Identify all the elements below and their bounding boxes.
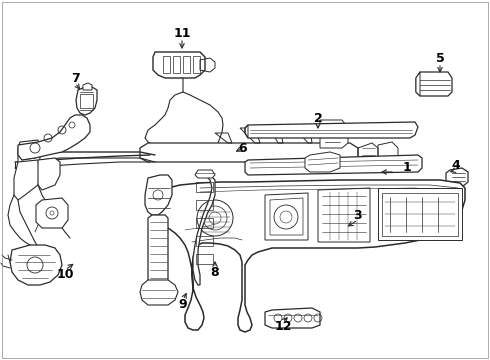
Text: 4: 4 [452,158,461,171]
Polygon shape [38,158,60,190]
Polygon shape [10,245,62,285]
Polygon shape [245,155,422,175]
Text: 3: 3 [354,208,362,221]
Text: 2: 2 [314,112,322,125]
Text: 12: 12 [274,320,292,333]
Bar [163,56,170,73]
Polygon shape [416,72,452,96]
Bar [196,200,213,210]
Bar [173,56,180,73]
Text: 11: 11 [173,27,191,40]
Polygon shape [245,122,418,138]
Polygon shape [18,140,40,168]
Text: 8: 8 [211,266,220,279]
Polygon shape [145,175,172,215]
Polygon shape [446,168,468,187]
Polygon shape [148,215,168,285]
Polygon shape [140,280,178,305]
Bar [196,236,213,246]
Polygon shape [265,308,320,328]
Polygon shape [305,152,340,172]
Polygon shape [36,198,68,228]
Polygon shape [152,180,465,332]
Polygon shape [76,87,97,115]
Bar [80,94,93,108]
Text: 9: 9 [179,298,187,311]
Polygon shape [378,188,462,240]
Polygon shape [195,170,215,178]
Polygon shape [320,120,348,148]
Text: 6: 6 [239,141,247,154]
Bar [196,182,213,192]
Polygon shape [83,83,92,90]
Polygon shape [193,175,215,285]
Bar [196,218,213,228]
Polygon shape [14,160,40,200]
Polygon shape [153,52,205,78]
Bar [196,254,213,264]
Polygon shape [416,72,420,96]
Polygon shape [18,115,90,160]
Polygon shape [140,143,358,162]
Text: 5: 5 [436,51,444,64]
Text: 7: 7 [71,72,79,85]
Bar [193,56,200,73]
Text: 1: 1 [403,161,412,174]
Text: 10: 10 [56,269,74,282]
Bar [183,56,190,73]
